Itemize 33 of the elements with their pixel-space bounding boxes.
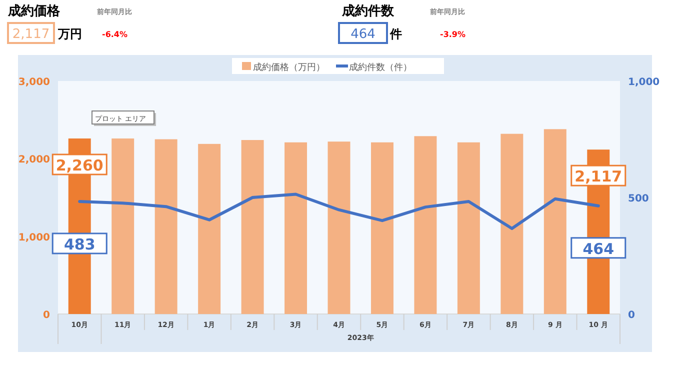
bar [370, 142, 394, 314]
y-tick-label: 2,000 [18, 154, 50, 166]
text: 成約件数 [341, 4, 395, 19]
bar [500, 134, 524, 314]
bar [457, 142, 480, 314]
text: 成約価格 [7, 4, 61, 19]
bar [284, 142, 308, 314]
text: -6.4% [102, 30, 128, 39]
text: -3.9% [440, 30, 466, 39]
bar [328, 142, 350, 314]
bar [544, 129, 566, 314]
text: 2,117 [12, 27, 50, 42]
legend-label: 成約価格（万円） [253, 62, 325, 73]
line-series [78, 192, 600, 230]
data-label: 2,260 [56, 156, 104, 174]
y-tick-label: 0 [43, 310, 50, 321]
y2-tick-label: 500 [628, 194, 649, 204]
text: 件 [389, 27, 402, 41]
data-label: 2,117 [574, 168, 622, 186]
y2-tick-label: 0 [628, 310, 635, 321]
bar [414, 136, 437, 314]
legend-label: 成約件数（件） [349, 62, 412, 73]
y-tick-label: 3,000 [18, 77, 50, 88]
bar [112, 138, 134, 314]
y2-tick-label: 1,000 [628, 77, 660, 88]
data-label: 464 [582, 240, 614, 258]
bar [154, 139, 178, 314]
y-tick-label: 1,000 [18, 232, 50, 244]
bar [241, 140, 264, 314]
data-label: 483 [64, 235, 96, 254]
text: 464 [350, 27, 376, 42]
text: 万円 [57, 27, 82, 41]
bar [198, 144, 221, 314]
